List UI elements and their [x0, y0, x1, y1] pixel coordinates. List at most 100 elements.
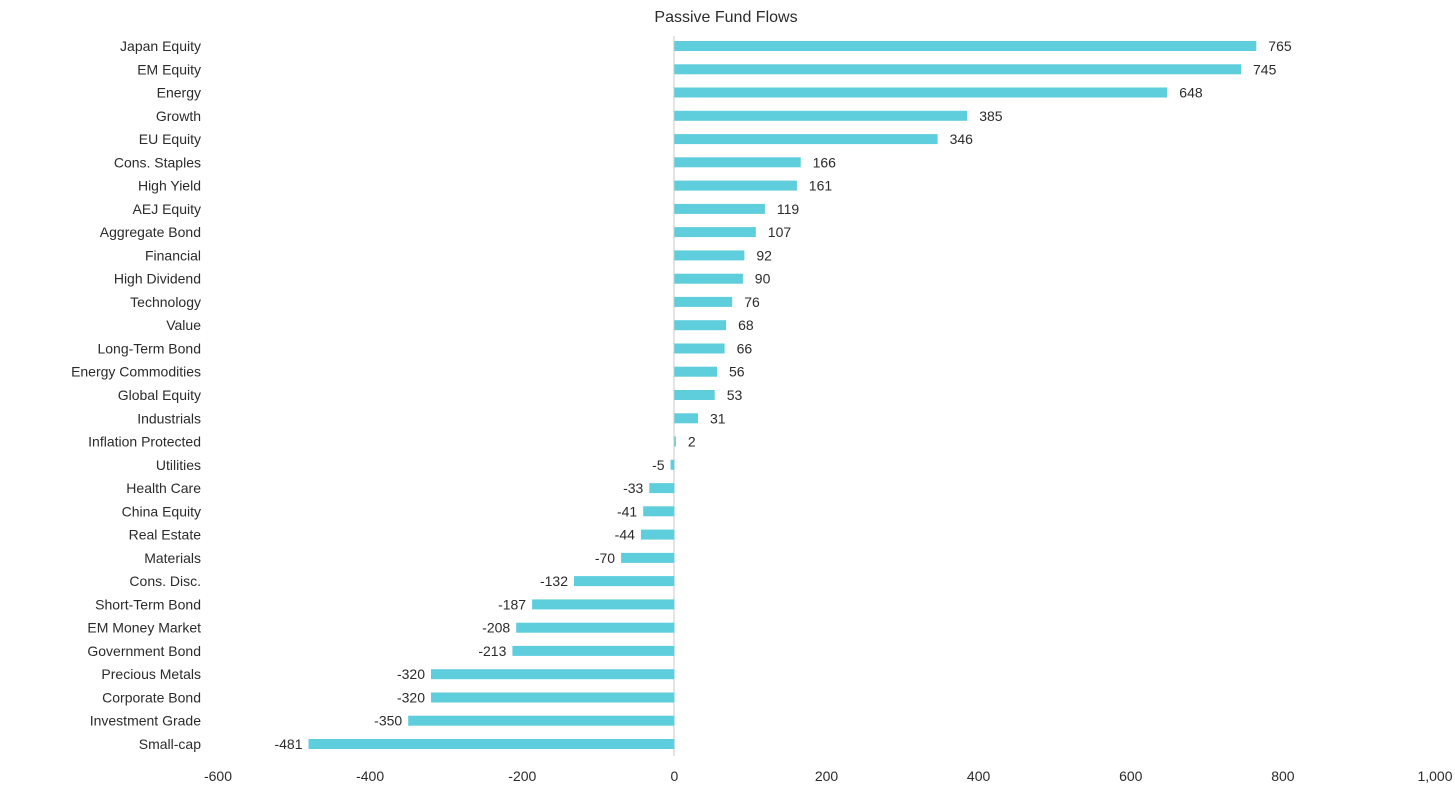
- bar: [674, 87, 1168, 98]
- category-label: Growth: [156, 108, 201, 124]
- value-label: 107: [768, 224, 792, 240]
- value-label: 161: [809, 178, 833, 194]
- x-tick-label: -400: [356, 768, 384, 784]
- category-label: Global Equity: [118, 387, 201, 403]
- category-label: Government Bond: [87, 643, 201, 659]
- category-label: High Dividend: [114, 271, 201, 287]
- category-label: Utilities: [156, 457, 201, 473]
- bar: [674, 180, 797, 191]
- value-label: -213: [478, 643, 506, 659]
- category-label: Small-cap: [139, 736, 201, 752]
- bar: [674, 366, 717, 377]
- category-label: Cons. Disc.: [129, 573, 201, 589]
- category-label: Long-Term Bond: [97, 341, 201, 357]
- category-label: Precious Metals: [101, 666, 201, 682]
- category-label: Financial: [145, 247, 201, 263]
- category-label: Cons. Staples: [114, 154, 201, 170]
- value-label: 66: [737, 341, 753, 357]
- value-label: 765: [1268, 38, 1292, 54]
- bar: [516, 622, 675, 633]
- x-tick-label: 600: [1119, 768, 1143, 784]
- bar: [621, 552, 675, 563]
- x-tick-label: 800: [1271, 768, 1295, 784]
- category-label: EM Money Market: [87, 620, 201, 636]
- bar: [643, 506, 675, 517]
- category-label: EM Equity: [137, 61, 201, 77]
- category-label: Technology: [130, 294, 201, 310]
- value-label: 53: [727, 387, 743, 403]
- bar: [640, 529, 675, 540]
- bar: [512, 645, 675, 656]
- bar: [674, 134, 938, 145]
- category-label: Real Estate: [129, 527, 202, 543]
- bar: [674, 413, 698, 424]
- value-label: 119: [777, 201, 800, 217]
- category-label: Materials: [144, 550, 201, 566]
- x-tick-label: -600: [204, 768, 232, 784]
- value-label: -44: [615, 527, 635, 543]
- value-label: 90: [755, 271, 771, 287]
- value-label: -70: [595, 550, 615, 566]
- value-label: -320: [397, 690, 425, 706]
- x-tick-label: -200: [508, 768, 536, 784]
- chart-title: Passive Fund Flows: [654, 9, 797, 26]
- value-label: 68: [738, 317, 754, 333]
- value-label: 648: [1179, 85, 1203, 101]
- category-label: High Yield: [138, 178, 201, 194]
- category-label: Inflation Protected: [88, 434, 201, 450]
- value-label: -208: [482, 620, 510, 636]
- bar: [670, 459, 675, 470]
- category-label: Investment Grade: [90, 713, 201, 729]
- x-tick-label: 1,000: [1417, 768, 1452, 784]
- value-label: 31: [710, 410, 726, 426]
- bar: [674, 41, 1257, 51]
- bar: [674, 273, 743, 284]
- category-label: Energy: [157, 85, 201, 101]
- bar: [674, 203, 765, 214]
- category-label: Japan Equity: [120, 38, 201, 54]
- bar: [674, 436, 676, 447]
- value-label: -33: [623, 480, 643, 496]
- category-label: Health Care: [126, 480, 201, 496]
- bar: [674, 320, 727, 331]
- category-label: Short-Term Bond: [95, 596, 201, 612]
- x-tick-label: 400: [967, 768, 991, 784]
- value-label: -41: [617, 503, 637, 519]
- category-label: EU Equity: [139, 131, 201, 147]
- bar: [431, 692, 675, 703]
- x-tick-label: 200: [815, 768, 839, 784]
- x-axis-ticks-group: -600 -400 -200 0 200 400 600 800 1,000: [204, 768, 1453, 784]
- bar: [674, 343, 725, 354]
- value-labels-group: 765 745 648 385 346 166 161 119 107 92 90 76 68 66 56 5…: [274, 38, 1291, 752]
- category-label: Industrials: [137, 410, 201, 426]
- bar: [674, 110, 968, 121]
- category-label: Energy Commodities: [71, 364, 201, 380]
- bar: [674, 64, 1242, 75]
- x-tick-label: 0: [671, 768, 679, 784]
- value-label: -350: [374, 713, 402, 729]
- value-label: 92: [756, 247, 772, 263]
- value-label: 346: [950, 131, 974, 147]
- category-label: China Equity: [122, 503, 201, 519]
- value-label: 745: [1253, 61, 1277, 77]
- bar: [674, 227, 756, 238]
- value-label: -320: [397, 666, 425, 682]
- category-label: Corporate Bond: [102, 690, 201, 706]
- bar: [674, 296, 733, 307]
- value-label: -187: [498, 596, 526, 612]
- value-label: 76: [744, 294, 760, 310]
- category-labels-group: Japan Equity EM Equity Energy Growth EU Equi…: [71, 38, 201, 752]
- bar: [574, 576, 675, 587]
- value-label: 2: [688, 434, 696, 450]
- bar: [674, 390, 715, 400]
- bar: [431, 669, 675, 680]
- value-label: -132: [540, 573, 568, 589]
- value-label: 166: [813, 154, 837, 170]
- category-label: Value: [166, 317, 201, 333]
- bar: [674, 250, 745, 261]
- bar: [408, 715, 675, 726]
- value-label: 56: [729, 364, 745, 380]
- value-label: 385: [979, 108, 1003, 124]
- bar: [674, 157, 801, 168]
